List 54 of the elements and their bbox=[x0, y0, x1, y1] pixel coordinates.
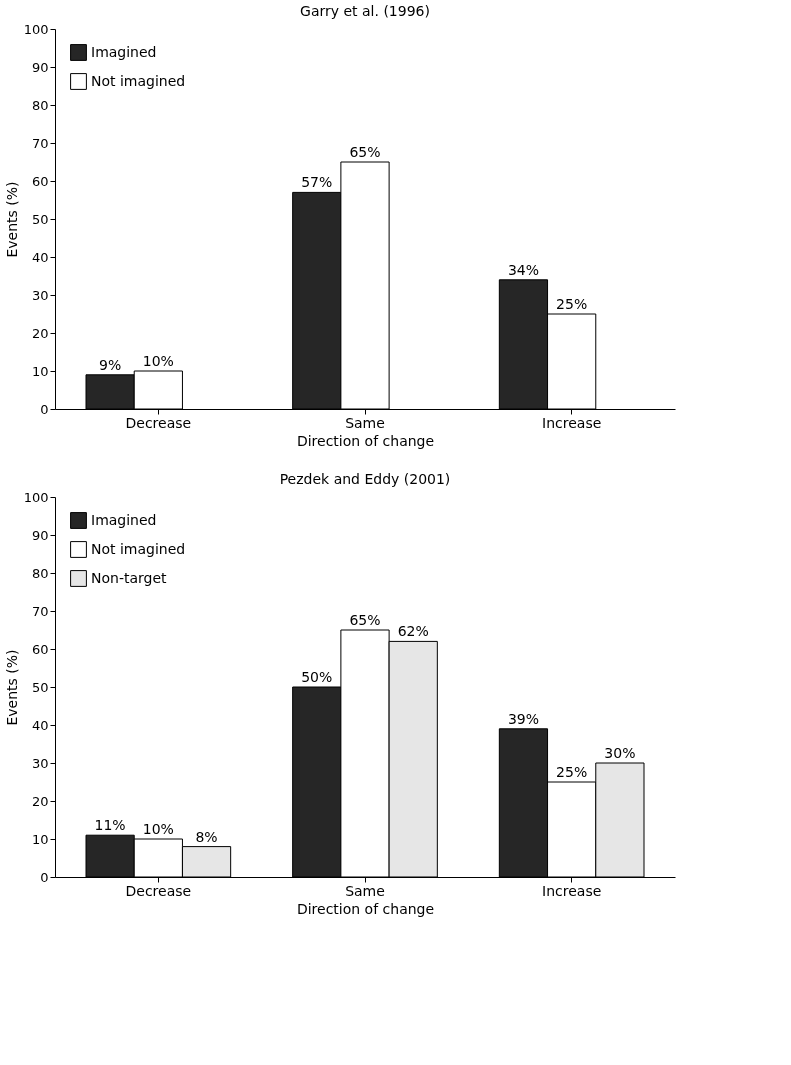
data-label: 34% bbox=[507, 261, 540, 278]
data-label: 62% bbox=[397, 623, 429, 640]
y-tick-label: 20 bbox=[31, 325, 49, 341]
y-tick-label: 90 bbox=[31, 59, 49, 75]
y-tick-label: 80 bbox=[31, 565, 49, 581]
data-label: 50% bbox=[301, 669, 333, 685]
legend-label: Not imagined bbox=[91, 540, 186, 557]
y-tick-label: 80 bbox=[31, 97, 49, 113]
chart-title: Garry et al. (1996) bbox=[300, 3, 430, 19]
y-tick-label: 70 bbox=[31, 603, 49, 619]
y-tick-label: 10 bbox=[31, 363, 49, 379]
chart-title: Pezdek and Eddy (2001) bbox=[279, 471, 451, 487]
y-tick-label: 40 bbox=[31, 717, 49, 733]
y-tick-label: 30 bbox=[31, 287, 49, 303]
data-label: 25% bbox=[556, 296, 588, 312]
data-label: 39% bbox=[507, 710, 540, 727]
y-tick-label: 10 bbox=[31, 831, 49, 847]
y-tick-label: 30 bbox=[31, 755, 49, 771]
y-tick-label: 70 bbox=[31, 135, 49, 151]
data-label: 65% bbox=[349, 612, 381, 628]
data-label: 10% bbox=[142, 821, 174, 837]
x-tick-label: Increase bbox=[542, 414, 602, 431]
y-tick-label: 0 bbox=[40, 401, 49, 417]
data-label: 65% bbox=[349, 144, 381, 160]
y-tick-label: 60 bbox=[31, 173, 49, 189]
legend-label: Imagined bbox=[91, 43, 157, 60]
x-tick-label: Decrease bbox=[125, 882, 192, 899]
data-label: 57% bbox=[301, 174, 333, 191]
y-tick-label: 90 bbox=[31, 527, 49, 543]
y-tick-label: 20 bbox=[31, 793, 49, 809]
y-tick-label: 100 bbox=[23, 21, 49, 37]
y-tick-label: 60 bbox=[31, 641, 49, 657]
data-label: 25% bbox=[556, 764, 588, 780]
y-tick-label: 50 bbox=[31, 679, 49, 695]
y-tick-label: 50 bbox=[31, 211, 49, 227]
legend-label: Not imagined bbox=[91, 72, 186, 89]
x-axis-title: Direction of change bbox=[296, 900, 435, 917]
data-label: 11% bbox=[94, 817, 126, 834]
x-tick-label: Same bbox=[345, 882, 385, 899]
y-axis-title: Events (%) bbox=[3, 649, 20, 726]
y-axis-title: Events (%) bbox=[3, 181, 20, 258]
data-label: 30% bbox=[604, 745, 636, 761]
data-label: 9% bbox=[99, 356, 122, 373]
data-label: 10% bbox=[142, 353, 174, 369]
x-tick-label: Same bbox=[345, 414, 385, 431]
x-tick-label: Increase bbox=[542, 882, 602, 899]
data-label: 8% bbox=[195, 828, 218, 845]
x-tick-label: Decrease bbox=[125, 414, 192, 431]
y-tick-label: 100 bbox=[23, 489, 49, 505]
x-axis-title: Direction of change bbox=[296, 432, 435, 449]
y-tick-label: 40 bbox=[31, 249, 49, 265]
legend-label: Non-target bbox=[91, 569, 168, 586]
y-tick-label: 0 bbox=[40, 869, 49, 885]
legend-label: Imagined bbox=[91, 511, 157, 528]
